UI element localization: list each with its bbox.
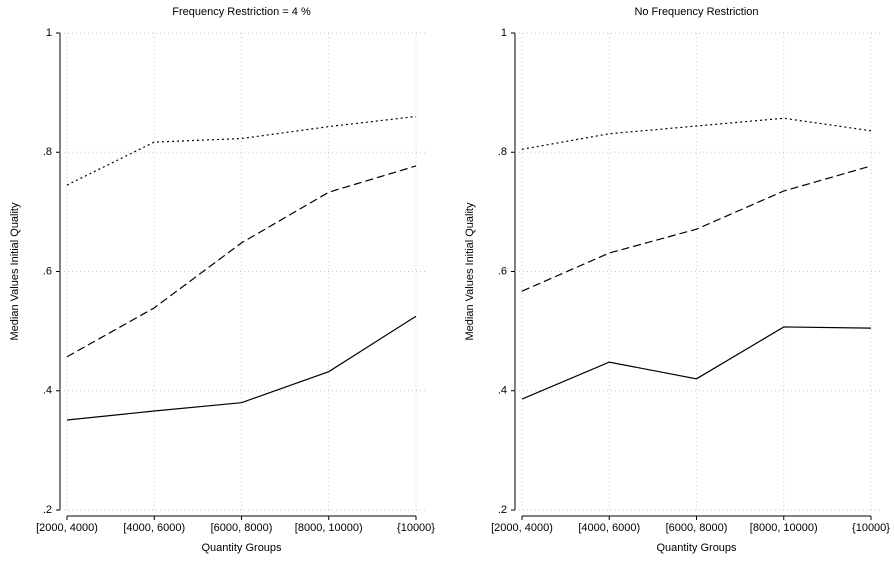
y-tick-label: .2 (43, 504, 52, 516)
y-tick-label: .6 (498, 265, 507, 277)
chart-title: No Frequency Restriction (634, 6, 758, 18)
y-tick-label: 1 (501, 27, 507, 39)
y-axis-label: Median Values Initial Quality (464, 202, 476, 340)
y-tick-label: .4 (498, 385, 507, 397)
x-tick-label: [8000, 10000) (295, 522, 363, 534)
series-line (66, 115, 417, 186)
x-tick-label: [2000, 4000) (491, 522, 553, 534)
chart-title: Frequency Restriction = 4 % (172, 6, 311, 18)
series-line (66, 165, 417, 358)
y-tick-label: .2 (498, 504, 507, 516)
series-line (521, 326, 872, 400)
y-tick-label: .8 (498, 146, 507, 158)
x-tick-label: [4000, 6000) (123, 522, 185, 534)
x-tick-label: [2000, 4000) (36, 522, 98, 534)
y-axis-label: Median Values Initial Quality (9, 202, 21, 340)
x-tick-label: [8000, 10000) (750, 522, 818, 534)
x-tick-label: {10000} (397, 522, 435, 534)
x-axis-label: Quantity Groups (656, 542, 737, 554)
x-tick-label: [6000, 8000) (211, 522, 273, 534)
series-line (521, 165, 872, 292)
x-tick-label: [6000, 8000) (666, 522, 728, 534)
series-line (521, 117, 872, 150)
x-axis-label: Quantity Groups (201, 542, 282, 554)
series-line (66, 315, 417, 421)
x-tick-label: {10000} (852, 522, 890, 534)
y-tick-label: .8 (43, 146, 52, 158)
x-tick-label: [4000, 6000) (578, 522, 640, 534)
y-tick-label: .4 (43, 385, 52, 397)
y-tick-label: .6 (43, 265, 52, 277)
y-tick-label: 1 (46, 27, 52, 39)
